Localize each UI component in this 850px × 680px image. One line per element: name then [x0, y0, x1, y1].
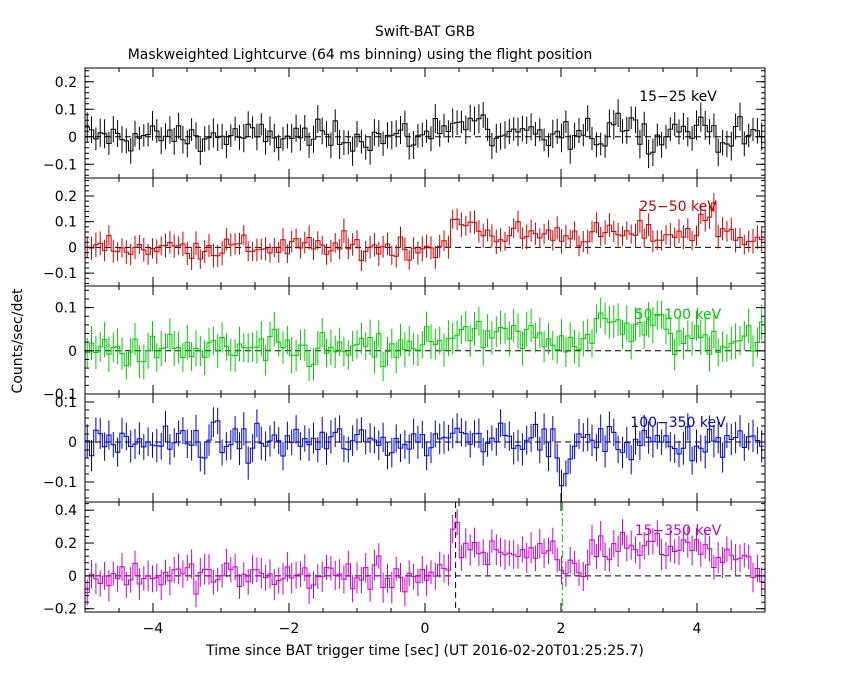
error-bars	[86, 297, 763, 382]
y-tick-label: 0.2	[55, 75, 77, 91]
panel-4: −0.1 0 0.1 100−350 keV	[43, 393, 766, 503]
band-label: 25−50 keV	[639, 199, 717, 215]
y-tick-label: 0.2	[55, 189, 77, 205]
y-tick-label: 0	[68, 130, 77, 146]
chart-subtitle: Maskweighted Lightcurve (64 ms binning) …	[128, 47, 593, 63]
y-tick-label: 0	[68, 435, 77, 451]
series-line	[85, 420, 764, 487]
series-5	[85, 509, 764, 608]
y-tick-label: 0	[68, 569, 77, 585]
panel-frame	[84, 177, 766, 287]
x-tick-label: 4	[693, 621, 702, 637]
y-tick-label: 0.1	[55, 215, 77, 231]
y-axis-label: Counts/sec/det	[10, 288, 26, 393]
y-tick-label: −0.1	[43, 387, 77, 403]
y-tick-label: −0.2	[43, 602, 77, 618]
error-bars	[86, 99, 763, 169]
y-tick-label: 0.2	[55, 536, 77, 552]
series-line	[85, 312, 764, 368]
panel-frame	[84, 67, 766, 179]
panel-1: −0.1 0 0.1 0.2 15−25 keV	[43, 67, 766, 179]
series-4	[85, 407, 764, 502]
y-tick-label: 0	[68, 240, 77, 256]
panel-3: −0.1 0 0.1 50−100 keV	[43, 285, 766, 403]
y-tick-label: 0.1	[55, 395, 77, 411]
error-bars	[86, 407, 763, 502]
band-label: 15−350 keV	[635, 523, 722, 539]
y-tick-label: −0.1	[43, 266, 77, 282]
series-2	[85, 193, 764, 272]
x-axis-label: Time since BAT trigger time [sec] (UT 20…	[205, 643, 644, 659]
panel-5: −0.2 0 0.2 0.4 15−350 keV	[43, 501, 766, 618]
y-tick-label: 0.4	[55, 503, 77, 519]
chart-title: Swift-BAT GRB	[375, 24, 475, 40]
band-label: 100−350 keV	[630, 415, 726, 431]
series-1	[85, 99, 764, 169]
band-label: 15−25 keV	[639, 89, 717, 105]
y-tick-label: 0.1	[55, 301, 77, 317]
error-bars	[86, 509, 763, 608]
y-tick-label: −0.1	[43, 475, 77, 491]
y-tick-label: 0	[68, 344, 77, 360]
y-tick-label: −0.1	[43, 157, 77, 173]
band-label: 50−100 keV	[635, 307, 722, 323]
panels-group: −0.1 0 0.1 0.2 15−25 keV −0.1 0 0.1 0.2 25−50 keV…	[43, 67, 766, 637]
y-tick-label: 0.1	[55, 102, 77, 118]
series-line	[85, 112, 764, 155]
x-tick-label: −4	[143, 621, 164, 637]
x-tick-label: 0	[421, 621, 430, 637]
x-tick-label: 2	[557, 621, 566, 637]
series-3	[85, 297, 764, 382]
x-tick-label: −2	[279, 621, 300, 637]
panel-2: −0.1 0 0.1 0.2 25−50 keV	[43, 177, 766, 287]
